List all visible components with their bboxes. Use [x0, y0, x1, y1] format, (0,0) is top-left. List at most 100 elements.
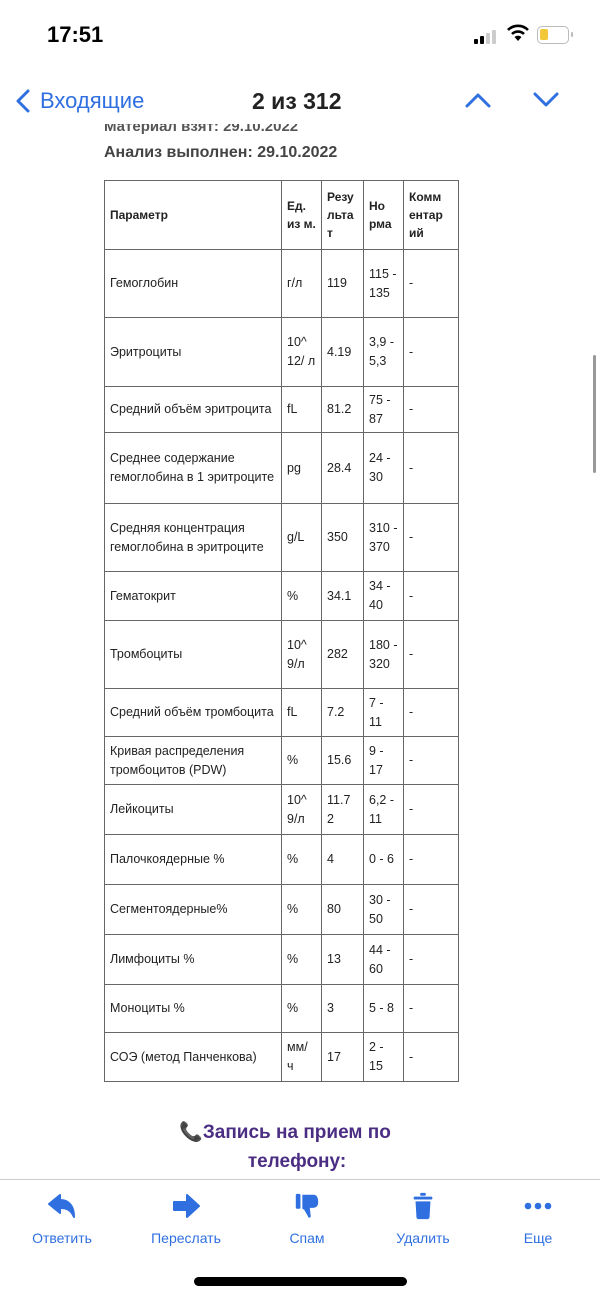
- status-bar: 17:51: [0, 0, 600, 70]
- cell-comment: -: [403, 386, 459, 433]
- trash-icon: [413, 1192, 433, 1220]
- table-row: Гематокрит% 34.1 34 - 40-: [104, 571, 459, 621]
- forward-label: Переслать: [151, 1230, 221, 1246]
- cell-norm: 310 - 370: [363, 503, 404, 572]
- thumbs-down-icon: [295, 1193, 319, 1218]
- cell-norm: 180 - 320: [363, 620, 404, 689]
- more-button[interactable]: Еще: [488, 1192, 588, 1246]
- sample-date-text: Материал взят: 29.10.2022: [104, 124, 299, 134]
- table-row: Лейкоциты 10^ 9/л 11.7 2 6,2 - 11-: [104, 784, 459, 835]
- cell-unit: pg: [281, 432, 322, 504]
- cell-norm: 75 - 87: [363, 386, 404, 433]
- cell-parameter: Средний объём эритроцита: [104, 386, 282, 433]
- table-row: Палочкоядерные %% 4 0 - 6-: [104, 834, 459, 885]
- mail-nav-bar: Входящие 2 из 312: [0, 80, 600, 125]
- table-row: Гемоглобин г/л 119 115 - 135-: [104, 249, 459, 318]
- header-unit: Ед. из м.: [281, 180, 322, 250]
- cell-parameter: Эритроциты: [104, 317, 282, 387]
- header-result: Резу льта т: [321, 180, 364, 250]
- wifi-icon: [507, 24, 529, 41]
- cellular-signal-icon: [474, 30, 496, 44]
- table-row: Лимфоциты %% 13 44 - 60-: [104, 934, 459, 985]
- cell-comment: -: [403, 503, 459, 572]
- scrollbar[interactable]: [593, 355, 596, 473]
- cell-parameter: Лимфоциты %: [104, 934, 282, 985]
- chevron-left-icon: [16, 89, 30, 113]
- cell-result: 15.6: [321, 736, 364, 785]
- cell-parameter: Кривая распределения тромбоцитов (PDW): [104, 736, 282, 785]
- spam-label: Спам: [289, 1230, 325, 1246]
- cell-unit: %: [281, 834, 322, 885]
- back-to-inbox-button[interactable]: Входящие: [16, 88, 144, 114]
- table-row: Эритроциты 10^ 12/ л 4.19 3,9 - 5,3-: [104, 317, 459, 387]
- phone-icon: 📞: [179, 1122, 203, 1143]
- cell-norm: 115 - 135: [363, 249, 404, 318]
- delete-label: Удалить: [396, 1230, 450, 1246]
- cell-unit: 10^ 9/л: [281, 784, 322, 835]
- cell-result: 350: [321, 503, 364, 572]
- table-header-row: Параметр Ед. из м. Резу льта т Но рма Ко…: [104, 180, 459, 250]
- reply-label: Ответить: [32, 1230, 92, 1246]
- cell-parameter: Гематокрит: [104, 571, 282, 621]
- cell-unit: 10^ 12/ л: [281, 317, 322, 387]
- cell-comment: -: [403, 688, 459, 737]
- cell-result: 7.2: [321, 688, 364, 737]
- cell-unit: 10^ 9/л: [281, 620, 322, 689]
- cell-unit: %: [281, 984, 322, 1033]
- header-comment: Комм ентар ий: [403, 180, 459, 250]
- table-row: Тромбоциты 10^ 9/л 282 180 - 320-: [104, 620, 459, 689]
- cell-result: 34.1: [321, 571, 364, 621]
- cell-unit: fL: [281, 688, 322, 737]
- cell-norm: 24 - 30: [363, 432, 404, 504]
- previous-message-chevron-up-icon[interactable]: [465, 92, 491, 108]
- blood-test-table: Параметр Ед. из м. Резу льта т Но рма Ко…: [104, 180, 459, 1082]
- cell-parameter: Палочкоядерные %: [104, 834, 282, 885]
- cell-norm: 0 - 6: [363, 834, 404, 885]
- cell-parameter: Средний объём тромбоцита: [104, 688, 282, 737]
- cell-comment: -: [403, 249, 459, 318]
- phone-heading-line1: Запись на прием по: [202, 1122, 391, 1143]
- cell-norm: 44 - 60: [363, 934, 404, 985]
- next-message-chevron-down-icon[interactable]: [533, 92, 559, 108]
- reply-icon: [48, 1194, 75, 1218]
- delete-button[interactable]: Удалить: [373, 1192, 473, 1246]
- back-label: Входящие: [40, 88, 145, 113]
- table-row: Моноциты %% 3 5 - 8-: [104, 984, 459, 1033]
- message-counter: 2 из 312: [252, 88, 342, 114]
- cell-unit: fL: [281, 386, 322, 433]
- cell-result: 4.19: [321, 317, 364, 387]
- table-row: Среднее содержание гемоглобина в 1 эритр…: [104, 432, 459, 504]
- cell-norm: 6,2 - 11: [363, 784, 404, 835]
- spam-button[interactable]: Спам: [257, 1192, 357, 1246]
- cell-parameter: Средняя концентрация гемоглобина в эритр…: [104, 503, 282, 572]
- cell-norm: 5 - 8: [363, 984, 404, 1033]
- battery-icon: [537, 26, 573, 44]
- phone-heading-line2: телефону:: [247, 1151, 347, 1172]
- table-row: Средняя концентрация гемоглобина в эритр…: [104, 503, 459, 572]
- header-norm: Но рма: [363, 180, 404, 250]
- cell-comment: -: [403, 1032, 459, 1082]
- cell-result: 17: [321, 1032, 364, 1082]
- header-parameter: Параметр: [104, 180, 282, 250]
- cell-parameter: СОЭ (метод Панченкова): [104, 1032, 282, 1082]
- cell-unit: г/л: [281, 249, 322, 318]
- reply-button[interactable]: Ответить: [12, 1192, 112, 1246]
- cell-result: 80: [321, 884, 364, 935]
- more-label: Еще: [523, 1230, 553, 1246]
- more-dots-icon: [524, 1202, 552, 1210]
- cell-unit: g/L: [281, 503, 322, 572]
- cell-parameter: Моноциты %: [104, 984, 282, 1033]
- table-row: Кривая распределения тромбоцитов (PDW)% 1…: [104, 736, 459, 785]
- cell-norm: 3,9 - 5,3: [363, 317, 404, 387]
- forward-button[interactable]: Переслать: [136, 1192, 236, 1246]
- table-row: Средний объём тромбоцита fL 7.2 7 - 11-: [104, 688, 459, 737]
- analysis-date-text: Анализ выполнен: 29.10.2022: [104, 144, 338, 161]
- cell-norm: 30 - 50: [363, 884, 404, 935]
- cell-comment: -: [403, 571, 459, 621]
- cell-parameter: Тромбоциты: [104, 620, 282, 689]
- cell-unit: %: [281, 934, 322, 985]
- home-indicator[interactable]: [194, 1277, 407, 1286]
- cell-comment: -: [403, 934, 459, 985]
- cell-result: 11.7 2: [321, 784, 364, 835]
- table-row: СОЭ (метод Панченкова) мм/ ч 17 2 - 15-: [104, 1032, 459, 1082]
